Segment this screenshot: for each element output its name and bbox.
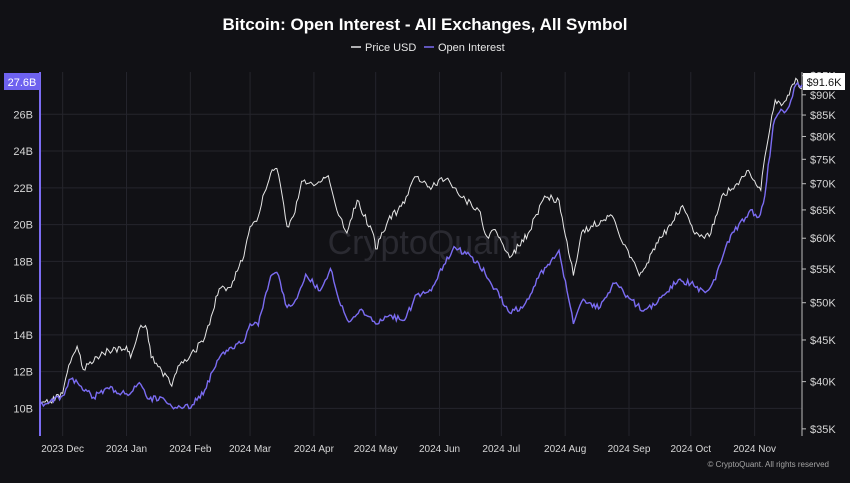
right-tick-label: $35K bbox=[810, 424, 836, 436]
right-current-value-badge-bg bbox=[803, 73, 845, 90]
left-current-value-badge: 27.6B bbox=[4, 73, 40, 90]
right-axis-ticks: $35K $40K $45K $50K $55K $60K $65K $70K $75K $80K… bbox=[802, 71, 836, 436]
left-tick-label: 26B bbox=[13, 109, 33, 121]
right-tick-label: $45K bbox=[810, 335, 836, 347]
left-tick-label: 10B bbox=[13, 403, 33, 415]
x-tick-label: 2023 Dec bbox=[41, 444, 84, 455]
x-tick-label: 2024 Sep bbox=[608, 444, 651, 455]
x-tick-label: 2024 Mar bbox=[229, 444, 272, 455]
left-current-value-badge-bg bbox=[4, 73, 40, 90]
x-tick-label: 2024 Feb bbox=[169, 444, 212, 455]
x-tick-label: 2024 Apr bbox=[294, 444, 335, 455]
x-tick-label: 2024 Jul bbox=[482, 444, 520, 455]
right-tick-label: $80K bbox=[810, 131, 836, 143]
right-tick-label: $65K bbox=[810, 205, 836, 217]
left-tick-label: 12B bbox=[13, 367, 33, 379]
legend-item-price: Price USD bbox=[351, 42, 416, 54]
right-current-value-badge: $91.6K bbox=[803, 73, 845, 90]
right-current-value: $91.6K bbox=[807, 77, 843, 89]
left-tick-label: 20B bbox=[13, 220, 33, 232]
x-tick-label: 2024 May bbox=[354, 444, 398, 455]
right-tick-label: $55K bbox=[810, 264, 836, 276]
left-tick-label: 22B bbox=[13, 183, 33, 195]
x-tick-label: 2024 Aug bbox=[544, 444, 586, 455]
x-tick-label: 2024 Jun bbox=[419, 444, 460, 455]
right-tick-label: $60K bbox=[810, 233, 836, 245]
x-tick-label: 2024 Jan bbox=[106, 444, 147, 455]
left-tick-label: 16B bbox=[13, 293, 33, 305]
left-tick-label: 18B bbox=[13, 256, 33, 268]
x-axis-ticks: 2023 Dec 2024 Jan 2024 Feb 2024 Mar 2024 Apr… bbox=[41, 444, 776, 455]
series-line-open-interest bbox=[39, 81, 803, 410]
left-current-value: 27.6B bbox=[8, 77, 37, 89]
right-tick-label: $90K bbox=[810, 90, 836, 102]
right-tick-label: $70K bbox=[810, 179, 836, 191]
legend-item-open-interest: Open Interest bbox=[424, 42, 505, 54]
copyright-text: © CryptoQuant. All rights reserved bbox=[708, 460, 830, 469]
legend: Price USD Open Interest bbox=[351, 42, 505, 54]
x-tick-label: 2024 Nov bbox=[733, 444, 776, 455]
left-tick-label: 24B bbox=[13, 146, 33, 158]
right-tick-label: $50K bbox=[810, 298, 836, 310]
grid bbox=[40, 72, 802, 436]
series-line-price bbox=[39, 77, 803, 405]
right-tick-label: $75K bbox=[810, 154, 836, 166]
right-tick-label: $40K bbox=[810, 377, 836, 389]
legend-label-open-interest: Open Interest bbox=[438, 42, 505, 54]
left-tick-label: 14B bbox=[13, 330, 33, 342]
legend-label-price: Price USD bbox=[365, 42, 416, 54]
right-tick-label: $85K bbox=[810, 110, 836, 122]
chart-title: Bitcoin: Open Interest - All Exchanges, … bbox=[223, 15, 628, 34]
left-axis-ticks: 10B 12B 14B 16B 18B 20B 22B 24B 26B bbox=[13, 109, 33, 415]
watermark: CryptoQuant bbox=[328, 224, 521, 262]
x-tick-label: 2024 Oct bbox=[670, 444, 711, 455]
